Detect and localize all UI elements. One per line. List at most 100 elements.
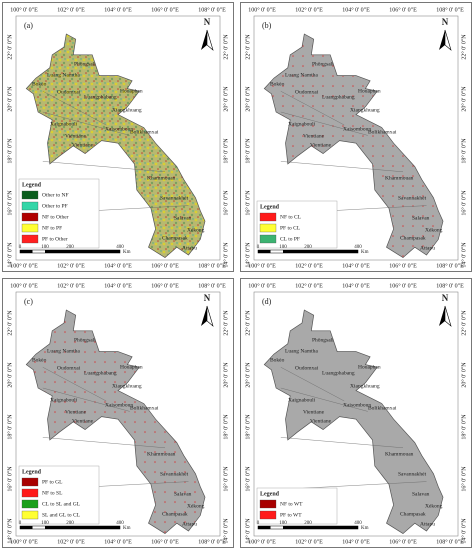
place-name: Oudomxai	[295, 89, 319, 95]
scale-label: 400	[116, 245, 124, 250]
lon-label-bottom: 106° 0' 0"E	[151, 262, 179, 269]
lat-label-right: 14° 0' 0"N	[222, 518, 229, 544]
lat-label-right: 22° 0' 0"N	[460, 310, 467, 336]
lon-label-bottom: 102° 0' 0"E	[295, 262, 323, 269]
scale-unit: Km	[361, 250, 369, 255]
lon-label-top: 104° 0' 0"E	[104, 6, 132, 13]
scale-label: 200	[304, 245, 312, 250]
province-border	[280, 367, 345, 402]
legend-label: CL to SL and GL	[42, 501, 81, 507]
legend-label: PF to WT	[280, 512, 302, 518]
place-name: Xiangkhuang	[112, 107, 142, 113]
lat-label-left: 18° 0' 0"N	[6, 138, 13, 164]
legend-title: Legend	[22, 469, 42, 475]
scale-label: 100	[41, 245, 49, 250]
lon-label-top: 104° 0' 0"E	[104, 282, 132, 289]
north-arrow-half	[206, 305, 214, 327]
panel-label: (d)	[262, 297, 272, 306]
lon-label-bottom: 100° 0' 0"E	[248, 538, 276, 545]
place-name: Xaignabouli	[288, 121, 316, 127]
legend-swatch	[21, 201, 39, 211]
place-name: Xiangkhuang	[350, 107, 380, 113]
place-name: Attapu	[420, 245, 435, 251]
lon-label-bottom: 108° 0' 0"E	[436, 262, 464, 269]
place-name: Luang Namtha	[285, 348, 318, 354]
map-panel: 100° 0' 0"E 100° 0' 0"E 102° 0' 0"E 102° 0'…	[2, 278, 234, 548]
place-name: Bokèo	[270, 357, 285, 363]
place-name: Vientiane	[65, 409, 87, 415]
lon-label-top: 108° 0' 0"E	[436, 6, 464, 13]
place-name: Houaphan	[358, 88, 381, 94]
lon-label-top: 106° 0' 0"E	[151, 6, 179, 13]
place-name: Vientiane	[310, 142, 332, 148]
north-arrow-half	[206, 29, 214, 51]
place-name: Vientiane	[310, 418, 332, 424]
place-name: Savannakhét	[160, 195, 189, 201]
lat-label-left: 16° 0' 0"N	[6, 190, 13, 216]
lon-label-top: 102° 0' 0"E	[57, 282, 85, 289]
north-arrow	[201, 306, 207, 326]
place-name: Xékong	[187, 227, 205, 233]
place-name: Vientiane	[72, 142, 94, 148]
lat-label-left: 22° 0' 0"N	[6, 310, 13, 336]
lat-label-left: 22° 0' 0"N	[244, 34, 251, 60]
place-name: Xaisomboun	[105, 402, 133, 408]
place-name: Phôngsali	[312, 61, 334, 67]
legend-swatch	[21, 477, 39, 487]
map-frame	[15, 291, 221, 537]
map-frame	[15, 15, 221, 261]
lat-label-right: 22° 0' 0"N	[222, 34, 229, 60]
north-arrow	[439, 30, 445, 50]
lon-label-bottom: 106° 0' 0"E	[389, 538, 417, 545]
legend-label: Other to NF	[42, 192, 69, 198]
scale-unit: Km	[361, 526, 369, 531]
north-arrow-half	[444, 29, 452, 51]
country-shape	[25, 309, 206, 535]
legend-label: PF to CL	[280, 225, 301, 231]
lon-label-top: 100° 0' 0"E	[248, 6, 276, 13]
scale-label: 100	[279, 245, 287, 250]
place-name: Attapu	[182, 521, 197, 527]
lat-label-right: 20° 0' 0"N	[460, 86, 467, 112]
lat-label-left: 20° 0' 0"N	[244, 362, 251, 388]
place-name: Xékong	[187, 503, 205, 509]
place-name: Bolikhamxai	[130, 129, 159, 135]
north-arrow	[439, 306, 445, 326]
scale-label: 0	[19, 521, 22, 526]
place-name: Attapu	[182, 245, 197, 251]
scale-label: 200	[66, 245, 74, 250]
lon-label-top: 100° 0' 0"E	[10, 6, 38, 13]
lat-label-right: 14° 0' 0"N	[222, 242, 229, 268]
lon-label-bottom: 102° 0' 0"E	[57, 262, 85, 269]
place-name: Attapu	[420, 521, 435, 527]
scale-bar-fill	[70, 526, 120, 529]
lat-label-right: 20° 0' 0"N	[222, 86, 229, 112]
legend-swatch	[259, 212, 277, 222]
place-name: Xaignabouli	[288, 397, 316, 403]
scale-bar-fill	[70, 250, 120, 253]
province-border	[42, 161, 166, 172]
scale-label: 400	[116, 521, 124, 526]
province-border	[280, 437, 404, 448]
lat-label-left: 16° 0' 0"N	[244, 466, 251, 492]
lon-label-top: 100° 0' 0"E	[10, 282, 38, 289]
lat-label-right: 18° 0' 0"N	[222, 414, 229, 440]
place-name: Bolikhamxai	[368, 129, 397, 135]
lat-label-right: 16° 0' 0"N	[460, 466, 467, 492]
lon-label-top: 106° 0' 0"E	[389, 282, 417, 289]
scale-unit: Km	[123, 526, 131, 531]
north-arrow	[201, 30, 207, 50]
country-shape	[25, 33, 206, 259]
map-panel: 100° 0' 0"E 100° 0' 0"E 102° 0' 0"E 102° 0'…	[240, 2, 472, 272]
lon-label-top: 102° 0' 0"E	[57, 6, 85, 13]
legend-label: PF to GL	[42, 479, 63, 485]
north-arrow-half	[444, 305, 452, 327]
legend-swatch	[21, 223, 39, 233]
place-name: Bokèo	[270, 81, 285, 87]
lon-label-bottom: 104° 0' 0"E	[342, 538, 370, 545]
scale-bar-fill	[308, 250, 358, 253]
legend-swatch	[21, 190, 39, 200]
north-label: N	[204, 17, 211, 27]
place-name: Xaignabouli	[50, 121, 78, 127]
